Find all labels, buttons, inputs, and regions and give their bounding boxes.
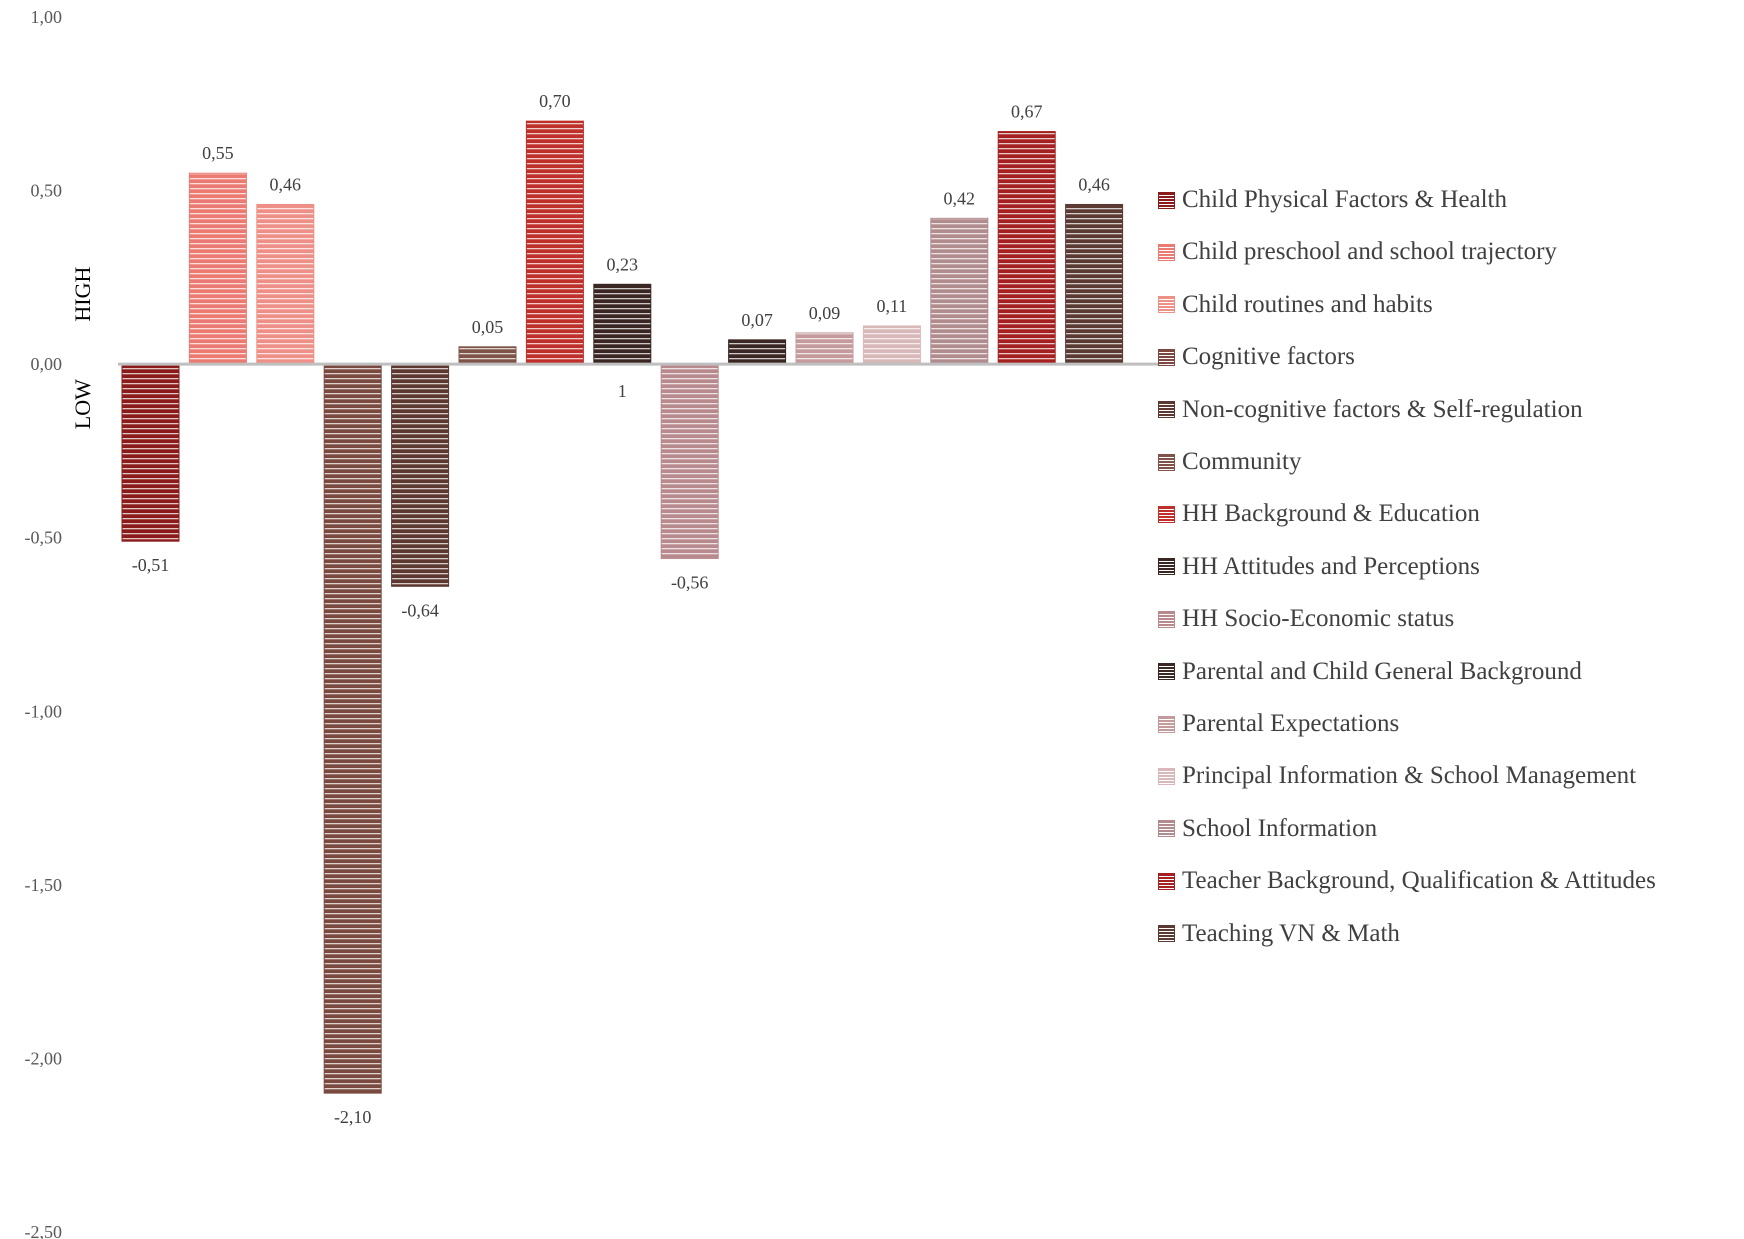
legend-label: Parental and Child General Background (1182, 657, 1582, 685)
bar (323, 363, 382, 1094)
bar (121, 363, 180, 542)
legend-label: Teaching VN & Math (1182, 919, 1400, 947)
legend-label: Community (1182, 448, 1302, 475)
legend-label: HH Attitudes and Perceptions (1182, 552, 1480, 580)
legend-swatch (1158, 243, 1175, 261)
legend-swatch (1158, 348, 1175, 366)
legend-swatch (1158, 505, 1175, 523)
legend-swatch (1158, 767, 1175, 785)
legend-label: HH Socio-Economic status (1182, 605, 1455, 633)
legend-item: Parental Expectations (1158, 709, 1399, 739)
bar (1065, 203, 1124, 365)
data-label: 0,23 (607, 254, 639, 274)
legend-swatch (1158, 872, 1175, 890)
legend-swatch (1158, 820, 1175, 838)
legend-item: Principal Information & School Managemen… (1158, 761, 1636, 791)
legend-label: Principal Information & School Managemen… (1182, 762, 1637, 790)
legend-item: Teaching VN & Math (1158, 919, 1400, 949)
y-tick-label: -1,00 (25, 701, 63, 721)
bar (188, 172, 247, 365)
legend-swatch (1158, 401, 1175, 419)
legend-item: School Information (1158, 814, 1377, 844)
data-label: -2,10 (334, 1107, 372, 1127)
data-label: 0,46 (270, 174, 302, 194)
data-label: 0,11 (876, 296, 907, 316)
legend-label: School Information (1182, 814, 1378, 842)
y-tick-label: 0,00 (31, 354, 63, 374)
legend-item: Parental and Child General Background (1158, 657, 1582, 687)
bars (121, 120, 1124, 1094)
data-label: 0,70 (539, 91, 571, 111)
bar (458, 346, 517, 365)
low-side-label: LOW (70, 379, 95, 429)
data-label: 0,55 (202, 143, 234, 163)
legend-item: Cognitive factors (1158, 342, 1355, 372)
legend-item: HH Socio-Economic status (1158, 604, 1454, 634)
data-label: 0,67 (1011, 102, 1043, 122)
bar (862, 325, 921, 365)
legend-swatch (1158, 453, 1175, 471)
legend-label: Child routines and habits (1182, 290, 1433, 318)
high-side-label: HIGH (70, 267, 95, 322)
data-labels: -0,51 0,55 0,46 -2,10 -0,64 0,05 0,70 0,23 -0,56… (132, 91, 1110, 1127)
bar (525, 120, 584, 365)
legend-item: HH Background & Education (1158, 499, 1480, 529)
y-tick-label: 0,50 (31, 181, 63, 201)
data-label: 0,05 (472, 317, 504, 337)
data-label: -0,64 (401, 600, 439, 620)
legend-swatch (1158, 663, 1175, 681)
y-tick-label: -2,00 (25, 1048, 63, 1068)
data-label: 0,46 (1078, 174, 1110, 194)
bar (593, 283, 652, 365)
legend-label: Child Physical Factors & Health (1182, 186, 1507, 213)
data-label: -0,51 (132, 555, 170, 575)
data-label: -0,56 (671, 573, 709, 593)
bar (391, 363, 450, 587)
legend-swatch (1158, 925, 1175, 943)
bar (997, 131, 1056, 365)
legend-swatch (1158, 191, 1175, 209)
bar (930, 217, 989, 365)
legend-swatch (1158, 558, 1175, 576)
y-tick-label: 1,00 (31, 7, 63, 27)
legend-swatch (1158, 610, 1175, 628)
legend-item: Non-cognitive factors & Self-regulation (1158, 395, 1583, 425)
bar (795, 332, 854, 365)
legend-item: Community (1158, 447, 1301, 477)
y-tick-label: -2,50 (25, 1222, 63, 1239)
legend-label: HH Background & Education (1182, 500, 1480, 528)
legend-label: Cognitive factors (1182, 343, 1355, 371)
legend-swatch (1158, 715, 1175, 733)
legend-item: Teacher Background, Qualification & Atti… (1158, 866, 1656, 896)
legend-swatch (1158, 296, 1175, 314)
legend-label: Teacher Background, Qualification & Atti… (1182, 867, 1656, 895)
annotation-label: 1 (618, 381, 627, 401)
y-tick-label: -0,50 (25, 528, 63, 548)
legend-item: HH Attitudes and Perceptions (1158, 552, 1480, 582)
data-label: 0,09 (809, 303, 841, 323)
legend-label: Child preschool and school trajectory (1182, 238, 1557, 266)
y-tick-label: -1,50 (25, 875, 63, 895)
data-label: 0,07 (741, 310, 773, 330)
legend-item: Child Physical Factors & Health (1158, 185, 1507, 215)
bar (256, 203, 315, 365)
data-label: 0,42 (944, 188, 976, 208)
legend-label: Parental Expectations (1182, 710, 1400, 737)
bar (660, 363, 719, 560)
y-axis-tick-labels: 1,00 0,50 0,00 -0,50 -1,00 -1,50 -2,00 -2,50 (25, 7, 63, 1239)
legend-item: Child preschool and school trajectory (1158, 237, 1557, 267)
legend-item: Child routines and habits (1158, 290, 1433, 320)
bar (728, 339, 787, 365)
legend-label: Non-cognitive factors & Self-regulation (1182, 395, 1583, 423)
